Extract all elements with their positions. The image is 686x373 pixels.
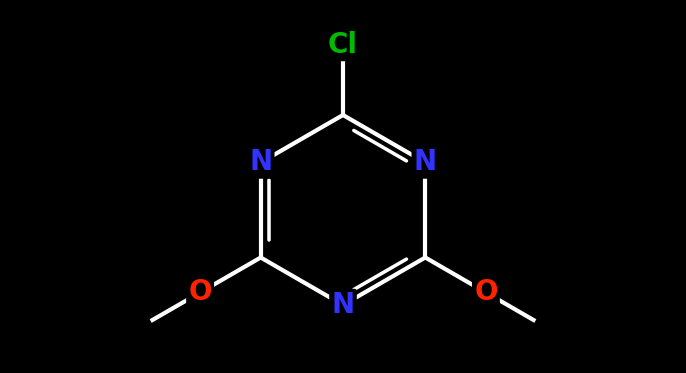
Text: O: O — [189, 279, 212, 307]
Text: N: N — [414, 148, 437, 176]
Text: O: O — [474, 279, 497, 307]
Text: N: N — [331, 291, 355, 319]
Text: Cl: Cl — [328, 31, 358, 59]
Text: N: N — [249, 148, 272, 176]
